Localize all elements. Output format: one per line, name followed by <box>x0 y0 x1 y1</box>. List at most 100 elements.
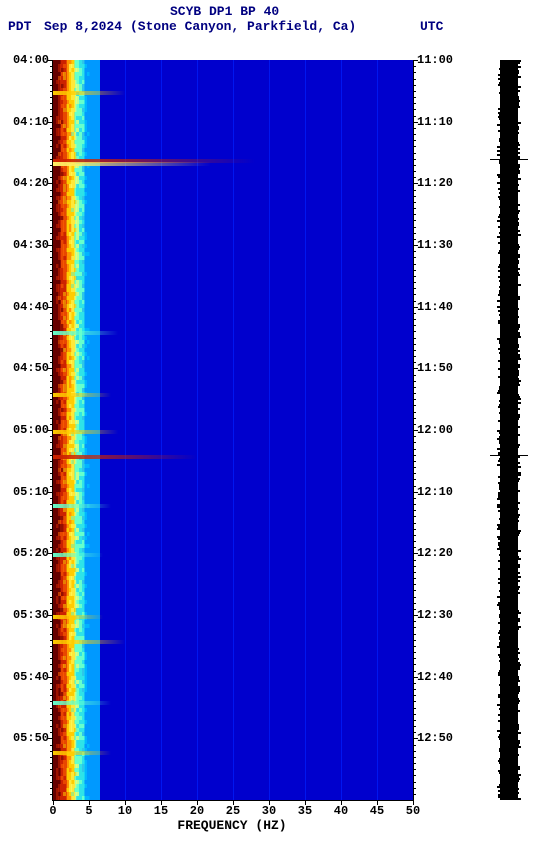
y-minor-tick-left <box>50 479 53 480</box>
y-minor-tick-right <box>413 313 416 314</box>
y-minor-tick-right <box>413 523 416 524</box>
y-tick-label-right: 11:00 <box>413 53 453 67</box>
y-tick-label-left: 04:40 <box>13 300 53 314</box>
y-minor-tick-right <box>413 66 416 67</box>
y-minor-tick-right <box>413 572 416 573</box>
y-minor-tick-left <box>50 442 53 443</box>
y-minor-tick-left <box>50 769 53 770</box>
y-minor-tick-right <box>413 294 416 295</box>
y-minor-tick-left <box>50 701 53 702</box>
y-minor-tick-left <box>50 91 53 92</box>
y-minor-tick-left <box>50 294 53 295</box>
y-tick-label-left: 05:10 <box>13 485 53 499</box>
y-minor-tick-left <box>50 455 53 456</box>
y-minor-tick-right <box>413 603 416 604</box>
y-minor-tick-right <box>413 769 416 770</box>
y-minor-tick-left <box>50 560 53 561</box>
y-minor-tick-left <box>50 523 53 524</box>
y-minor-tick-right <box>413 775 416 776</box>
y-minor-tick-left <box>50 165 53 166</box>
event-streak <box>53 504 111 508</box>
y-minor-tick-right <box>413 757 416 758</box>
y-minor-tick-left <box>50 726 53 727</box>
event-streak <box>53 91 125 95</box>
y-minor-tick-left <box>50 66 53 67</box>
y-minor-tick-left <box>50 504 53 505</box>
y-minor-tick-left <box>50 652 53 653</box>
y-minor-tick-left <box>50 689 53 690</box>
gridline <box>197 60 198 800</box>
y-minor-tick-right <box>413 97 416 98</box>
y-minor-tick-left <box>50 467 53 468</box>
y-tick-label-right: 12:10 <box>413 485 453 499</box>
y-tick-label-right: 11:20 <box>413 176 453 190</box>
y-minor-tick-right <box>413 85 416 86</box>
y-minor-tick-left <box>50 325 53 326</box>
y-minor-tick-right <box>413 689 416 690</box>
y-minor-tick-right <box>413 270 416 271</box>
y-minor-tick-left <box>50 227 53 228</box>
y-minor-tick-right <box>413 159 416 160</box>
y-minor-tick-left <box>50 627 53 628</box>
y-tick-label-left: 05:40 <box>13 670 53 684</box>
y-minor-tick-right <box>413 393 416 394</box>
y-minor-tick-left <box>50 745 53 746</box>
y-minor-tick-right <box>413 782 416 783</box>
waveform-spike <box>490 455 528 456</box>
y-tick-label-right: 11:10 <box>413 115 453 129</box>
x-tick-label: 50 <box>406 800 420 818</box>
y-minor-tick-right <box>413 664 416 665</box>
x-axis-label: FREQUENCY (HZ) <box>52 818 412 833</box>
y-minor-tick-left <box>50 775 53 776</box>
y-minor-tick-right <box>413 227 416 228</box>
y-minor-tick-left <box>50 418 53 419</box>
y-minor-tick-left <box>50 572 53 573</box>
y-minor-tick-left <box>50 171 53 172</box>
y-minor-tick-left <box>50 751 53 752</box>
y-minor-tick-left <box>50 313 53 314</box>
y-tick-label-right: 12:50 <box>413 731 453 745</box>
y-minor-tick-left <box>50 646 53 647</box>
y-minor-tick-left <box>50 134 53 135</box>
gridline <box>233 60 234 800</box>
y-minor-tick-left <box>50 449 53 450</box>
y-minor-tick-left <box>50 331 53 332</box>
x-tick-label: 20 <box>190 800 204 818</box>
y-minor-tick-left <box>50 473 53 474</box>
y-minor-tick-right <box>413 627 416 628</box>
spectro-cell <box>97 796 100 800</box>
waveform-spike <box>490 159 528 160</box>
y-minor-tick-right <box>413 720 416 721</box>
x-tick-label: 0 <box>49 800 56 818</box>
y-minor-tick-right <box>413 479 416 480</box>
y-minor-tick-right <box>413 566 416 567</box>
y-tick-label-right: 12:20 <box>413 546 453 560</box>
y-tick-label-left: 04:50 <box>13 361 53 375</box>
gridline <box>341 60 342 800</box>
y-minor-tick-right <box>413 319 416 320</box>
y-minor-tick-left <box>50 109 53 110</box>
y-minor-tick-right <box>413 134 416 135</box>
y-minor-tick-left <box>50 282 53 283</box>
y-minor-tick-right <box>413 751 416 752</box>
y-minor-tick-left <box>50 535 53 536</box>
y-minor-tick-left <box>50 381 53 382</box>
y-minor-tick-right <box>413 91 416 92</box>
y-minor-tick-right <box>413 745 416 746</box>
y-minor-tick-right <box>413 375 416 376</box>
y-minor-tick-right <box>413 171 416 172</box>
y-minor-tick-left <box>50 270 53 271</box>
tz-right-label: UTC <box>420 19 443 34</box>
y-minor-tick-right <box>413 214 416 215</box>
y-tick-label-right: 12:00 <box>413 423 453 437</box>
x-tick-label: 25 <box>226 800 240 818</box>
y-minor-tick-right <box>413 140 416 141</box>
y-minor-tick-right <box>413 146 416 147</box>
y-minor-tick-left <box>50 344 53 345</box>
date-label: Sep 8,2024 <box>44 19 122 34</box>
gridline <box>269 60 270 800</box>
y-minor-tick-right <box>413 79 416 80</box>
y-minor-tick-left <box>50 603 53 604</box>
y-minor-tick-left <box>50 85 53 86</box>
event-streak <box>53 331 118 335</box>
